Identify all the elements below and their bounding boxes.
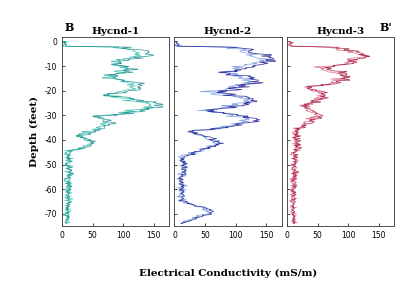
Title: Hycnd-3: Hycnd-3 [316,27,364,36]
Text: B: B [64,22,74,33]
Title: Hycnd-1: Hycnd-1 [92,27,140,36]
Y-axis label: Depth (feet): Depth (feet) [30,96,39,167]
Title: Hycnd-2: Hycnd-2 [204,27,252,36]
Text: B': B' [379,22,392,33]
Text: Electrical Conductivity (mS/m): Electrical Conductivity (mS/m) [139,269,317,278]
